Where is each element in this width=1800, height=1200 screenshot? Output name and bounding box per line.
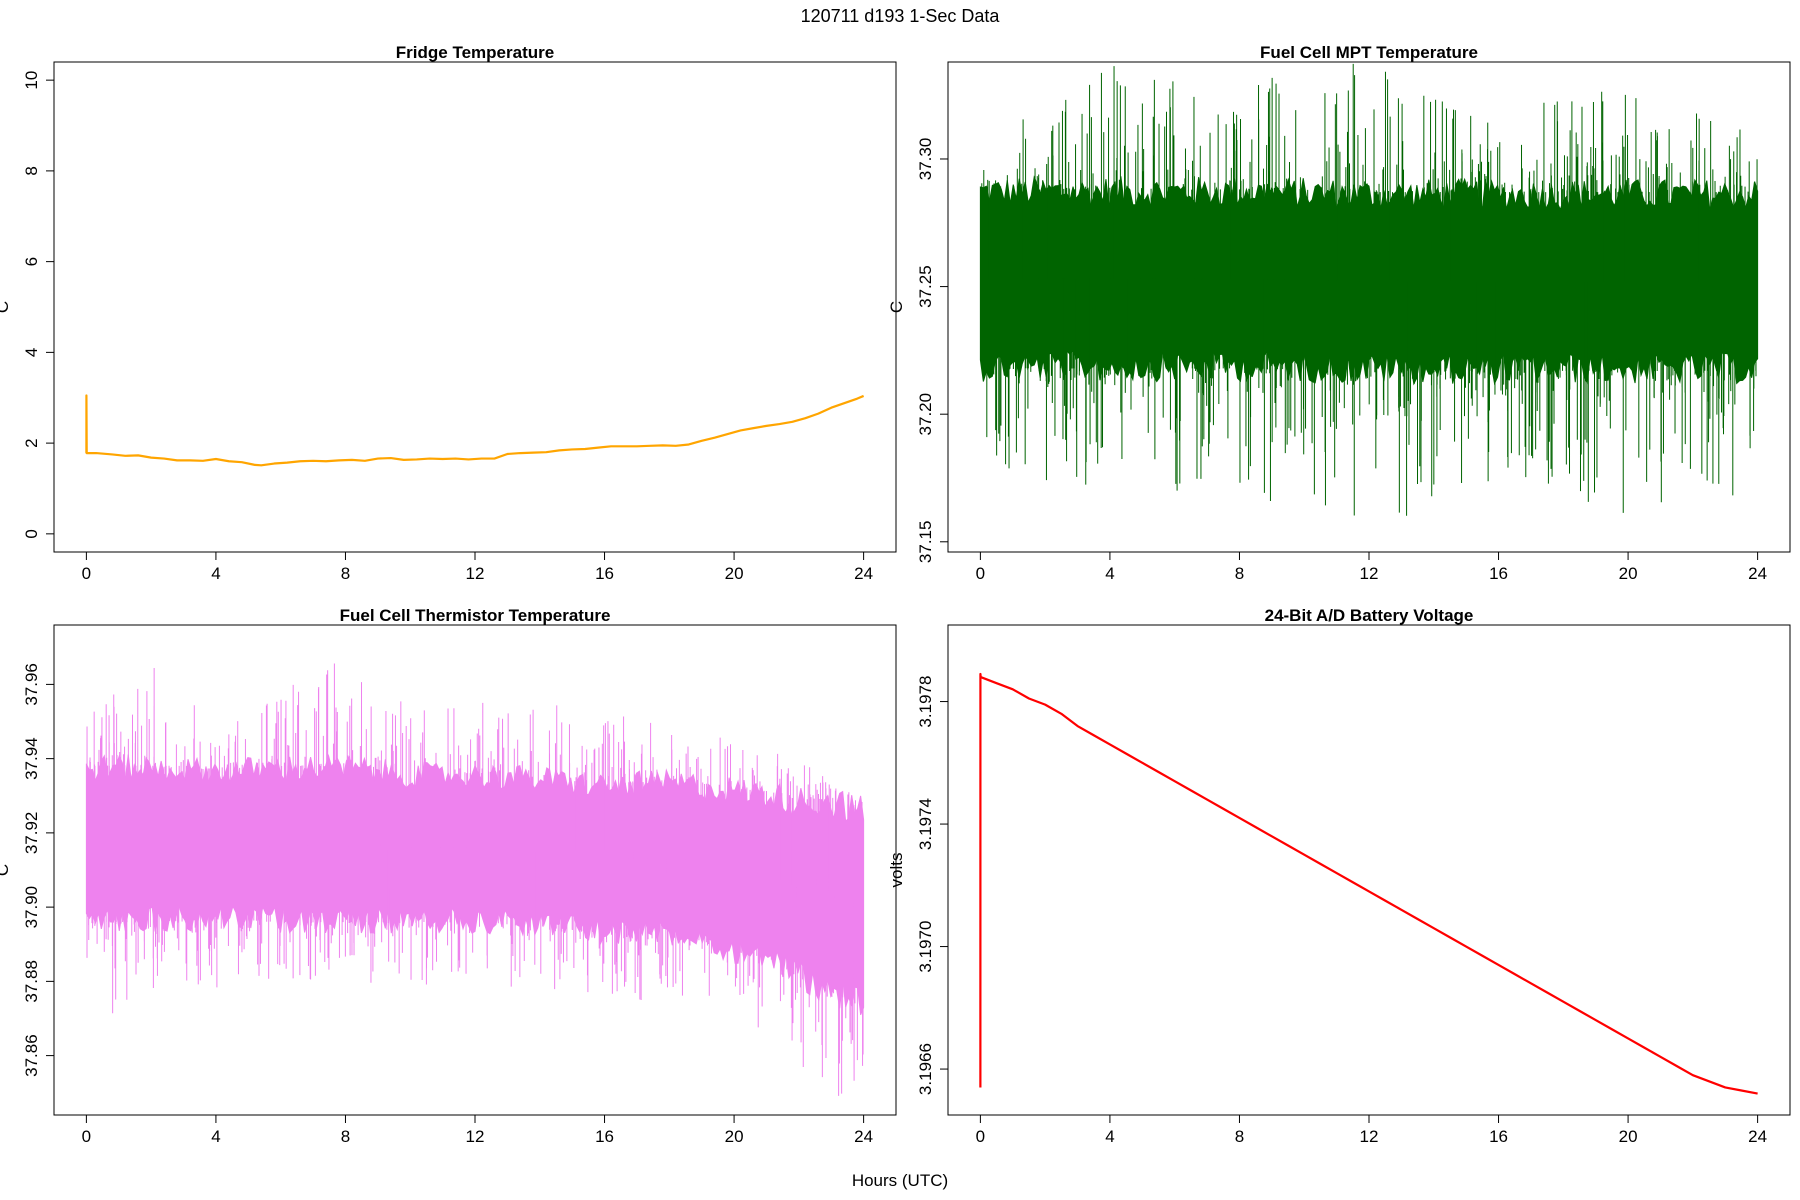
y-axis-label: volts bbox=[887, 853, 906, 888]
y-tick-label: 2 bbox=[22, 438, 41, 447]
x-tick-label: 0 bbox=[82, 564, 91, 583]
x-tick-label: 8 bbox=[341, 1127, 350, 1146]
y-tick-label: 8 bbox=[22, 166, 41, 175]
x-tick-label: 4 bbox=[1105, 1127, 1114, 1146]
x-tick-label: 4 bbox=[211, 1127, 220, 1146]
plot-frame bbox=[947, 624, 1791, 1116]
y-tick-label: 37.90 bbox=[22, 886, 41, 929]
chart-panel-battery: 24-Bit A/D Battery Voltage volts 0 4 8 12 16 20… bbox=[887, 606, 1791, 1146]
y-tick-label: 37.92 bbox=[22, 812, 41, 855]
x-tick-label: 16 bbox=[1489, 1127, 1508, 1146]
x-tick-label: 0 bbox=[82, 1127, 91, 1146]
x-tick-label: 24 bbox=[1748, 564, 1767, 583]
x-tick-label: 16 bbox=[595, 564, 614, 583]
y-axis-label: C bbox=[0, 864, 12, 876]
x-tick-label: 20 bbox=[1619, 1127, 1638, 1146]
y-axis-label: C bbox=[0, 301, 12, 313]
x-tick-label: 12 bbox=[466, 564, 485, 583]
chart-title: 24-Bit A/D Battery Voltage bbox=[1265, 606, 1474, 625]
x-tick-label: 24 bbox=[854, 1127, 873, 1146]
chart-panels: Fridge TemperatureC048121620240246810Fue… bbox=[0, 43, 1791, 1146]
y-axis-label: C bbox=[887, 301, 906, 313]
series-line bbox=[85, 394, 865, 467]
y-tick-label: 3.1966 bbox=[916, 1043, 935, 1095]
y-tick-label: 0 bbox=[22, 529, 41, 538]
figure-title: 120711 d193 1-Sec Data bbox=[801, 6, 1001, 26]
y-tick-label: 37.20 bbox=[916, 393, 935, 436]
x-tick-label: 20 bbox=[1619, 564, 1638, 583]
chart-panel-mpt: Fuel Cell MPT Temperature C 0 4 8 12 16 20 24 37.… bbox=[887, 43, 1791, 583]
figure-x-axis-label: Hours (UTC) bbox=[852, 1171, 948, 1190]
y-tick-label: 37.25 bbox=[916, 265, 935, 308]
chart-title: Fridge Temperature bbox=[396, 43, 554, 62]
y-tick-label: 4 bbox=[22, 348, 41, 357]
x-tick-label: 16 bbox=[1489, 564, 1508, 583]
series-spikes bbox=[86, 663, 864, 1096]
y-tick-label: 37.30 bbox=[916, 138, 935, 181]
x-tick-label: 0 bbox=[976, 564, 985, 583]
series-fridge bbox=[85, 394, 865, 467]
x-tick-label: 20 bbox=[725, 564, 744, 583]
x-tick-label: 8 bbox=[341, 564, 350, 583]
y-tick-label: 37.86 bbox=[22, 1034, 41, 1077]
series-line bbox=[979, 672, 1758, 1095]
x-tick-label: 12 bbox=[1360, 1127, 1379, 1146]
x-tick-label: 8 bbox=[1235, 564, 1244, 583]
y-tick-label: 3.1970 bbox=[916, 921, 935, 973]
y-tick-label: 37.15 bbox=[916, 521, 935, 564]
x-tick-label: 12 bbox=[466, 1127, 485, 1146]
y-tick-label: 37.96 bbox=[22, 663, 41, 706]
x-tick-label: 12 bbox=[1360, 564, 1379, 583]
y-tick-label: 37.94 bbox=[22, 737, 41, 780]
x-tick-label: 4 bbox=[1105, 564, 1114, 583]
y-tick-label: 6 bbox=[22, 257, 41, 266]
series-spikes bbox=[980, 63, 1758, 516]
x-tick-label: 24 bbox=[1748, 1127, 1767, 1146]
x-tick-label: 8 bbox=[1235, 1127, 1244, 1146]
y-tick-label: 3.1974 bbox=[916, 798, 935, 850]
x-tick-label: 24 bbox=[854, 564, 873, 583]
x-tick-label: 20 bbox=[725, 1127, 744, 1146]
series-battery bbox=[979, 672, 1758, 1095]
x-tick-label: 0 bbox=[976, 1127, 985, 1146]
y-tick-label: 37.88 bbox=[22, 960, 41, 1003]
series-thermistor bbox=[85, 663, 865, 1096]
y-tick-label: 10 bbox=[22, 71, 41, 90]
chart-title: Fuel Cell MPT Temperature bbox=[1260, 43, 1478, 62]
plot-frame bbox=[53, 61, 897, 553]
chart-panel-fridge: Fridge TemperatureC048121620240246810 bbox=[0, 43, 897, 583]
x-tick-label: 4 bbox=[211, 564, 220, 583]
chart-panel-thermistor: Fuel Cell Thermistor Temperature C 0 4 8 12 16… bbox=[0, 606, 897, 1146]
y-tick-label: 3.1978 bbox=[916, 676, 935, 728]
x-tick-label: 16 bbox=[595, 1127, 614, 1146]
series-mpt bbox=[979, 63, 1759, 516]
chart-title: Fuel Cell Thermistor Temperature bbox=[340, 606, 611, 625]
